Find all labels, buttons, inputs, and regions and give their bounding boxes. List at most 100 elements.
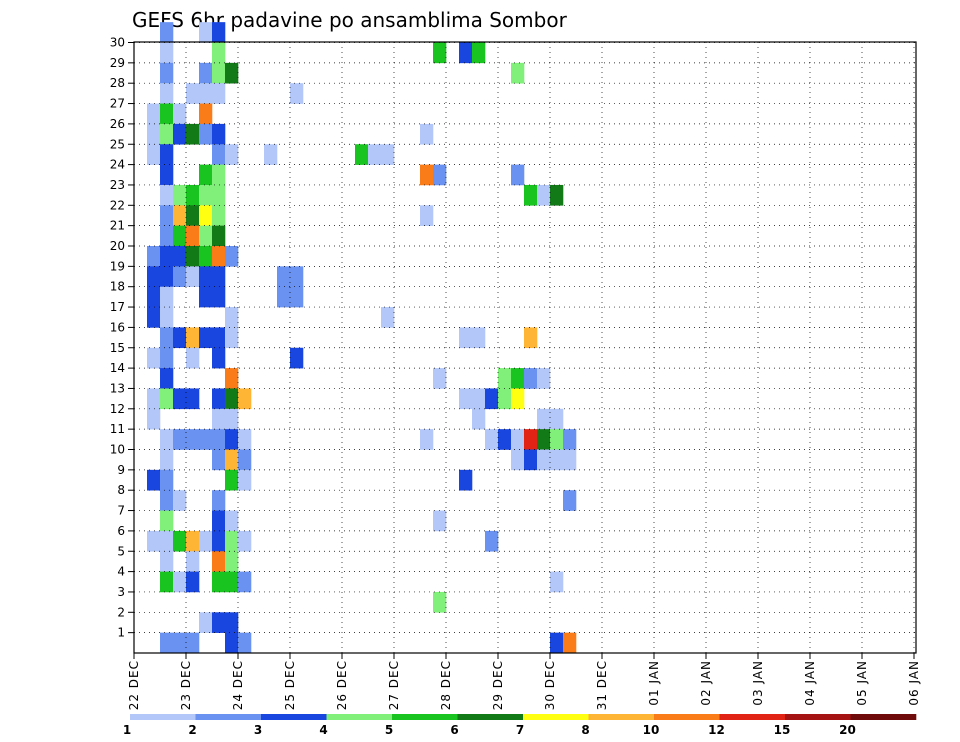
x-tick-label: 02 JAN	[699, 660, 713, 706]
heatmap-cell	[212, 123, 226, 145]
x-tick-label: 29 DEC	[491, 660, 505, 710]
colorbar-level-label: 15	[774, 723, 791, 737]
heatmap-cell	[173, 184, 187, 206]
heatmap-cell	[238, 530, 252, 552]
heatmap-cell	[511, 164, 525, 186]
heatmap-cell	[563, 429, 577, 450]
heatmap-cell	[355, 144, 369, 165]
heatmap-cell	[212, 510, 226, 532]
heatmap-cell	[173, 530, 187, 552]
colorbar-swatch	[326, 714, 393, 720]
y-tick-label: 16	[110, 320, 125, 334]
x-tick-label: 06 JAN	[907, 660, 921, 706]
heatmap-cell	[212, 388, 226, 410]
heatmap-cell	[381, 307, 395, 328]
heatmap-cell	[173, 429, 187, 450]
y-tick-label: 15	[110, 341, 125, 355]
heatmap-cell	[225, 408, 239, 430]
colorbar-swatch	[195, 714, 262, 720]
heatmap-cell	[199, 22, 213, 43]
heatmap-cell	[199, 184, 213, 206]
heatmap-cell	[186, 83, 200, 104]
heatmap-cell	[186, 530, 200, 552]
y-tick-label: 20	[110, 239, 125, 253]
heatmap-cell	[225, 571, 239, 593]
heatmap-cell	[238, 449, 252, 471]
y-tick-label: 2	[117, 605, 125, 619]
y-tick-label: 27	[110, 97, 125, 111]
heatmap-cell	[472, 327, 486, 349]
heatmap-cell	[225, 246, 239, 267]
heatmap-cell	[186, 429, 200, 450]
colorbar-level-label: 5	[385, 723, 393, 737]
heatmap-cell	[212, 164, 226, 186]
heatmap-cell	[160, 22, 174, 43]
heatmap-cell	[199, 327, 213, 349]
y-tick-label: 9	[117, 463, 125, 477]
heatmap-cell	[160, 307, 174, 328]
heatmap-cell	[186, 123, 200, 145]
heatmap-cell	[160, 103, 174, 125]
colorbar-swatch	[654, 714, 720, 720]
y-tick-label: 19	[110, 259, 125, 273]
heatmap-cell	[160, 347, 174, 369]
heatmap-cell	[186, 246, 200, 267]
heatmap-cell	[186, 347, 200, 369]
heatmap-cell	[238, 429, 252, 450]
colorbar-level-label: 8	[581, 723, 589, 737]
y-tick-label: 28	[110, 76, 125, 90]
y-tick-label: 21	[110, 219, 125, 233]
y-tick-label: 11	[110, 422, 125, 436]
heatmap-cell	[160, 530, 174, 552]
x-tick-label: 27 DEC	[387, 660, 401, 710]
heatmap-cell	[173, 205, 187, 226]
heatmap-cell	[511, 62, 525, 84]
heatmap-cell	[160, 551, 174, 572]
x-tick-label: 26 DEC	[335, 660, 349, 710]
colorbar-level-label: 1	[123, 723, 131, 737]
heatmap-cell	[186, 388, 200, 410]
colorbar-swatch	[457, 714, 524, 720]
colorbar-level-label: 10	[643, 723, 660, 737]
heatmap-cell	[225, 449, 239, 471]
heatmap-cell	[199, 62, 213, 84]
heatmap-cell	[160, 286, 174, 308]
heatmap-cell	[459, 388, 473, 410]
heatmap-cell	[290, 83, 304, 104]
heatmap-cell	[212, 42, 226, 64]
heatmap-cell	[212, 286, 226, 308]
heatmap-cell	[459, 42, 473, 64]
heatmap-cell	[290, 286, 304, 308]
heatmap-cell	[147, 530, 161, 552]
heatmap-cell	[199, 429, 213, 450]
heatmap-cell	[160, 225, 174, 247]
heatmap-cell	[524, 368, 538, 389]
heatmap-cell	[173, 388, 187, 410]
heatmap-cell	[212, 551, 226, 572]
heatmap-cell	[225, 144, 239, 165]
heatmap-cell	[225, 612, 239, 633]
heatmap-cell	[147, 286, 161, 308]
heatmap-cell	[420, 123, 434, 145]
heatmap-cell	[238, 469, 252, 491]
y-tick-label: 26	[110, 117, 125, 131]
y-tick-label: 7	[117, 504, 125, 518]
heatmap-cell	[225, 327, 239, 349]
x-tick-label: 23 DEC	[179, 660, 193, 710]
heatmap-cell	[563, 449, 577, 471]
heatmap-cell	[199, 164, 213, 186]
heatmap-cell	[524, 429, 538, 450]
x-tick-label: 31 DEC	[595, 660, 609, 710]
heatmap-cell	[160, 164, 174, 186]
heatmap-cell	[238, 388, 252, 410]
colorbar: 1 2 3 4 5 6 7 8 10 12 15 20	[123, 714, 917, 737]
heatmap-cell	[212, 62, 226, 84]
y-tick-label: 8	[117, 483, 125, 497]
heatmap-cell	[173, 103, 187, 125]
heatmap-cell	[550, 184, 564, 206]
heatmap-cell	[537, 368, 551, 389]
heatmap-cell	[199, 530, 213, 552]
heatmap-cell	[550, 408, 564, 430]
heatmap-cell	[433, 164, 447, 186]
